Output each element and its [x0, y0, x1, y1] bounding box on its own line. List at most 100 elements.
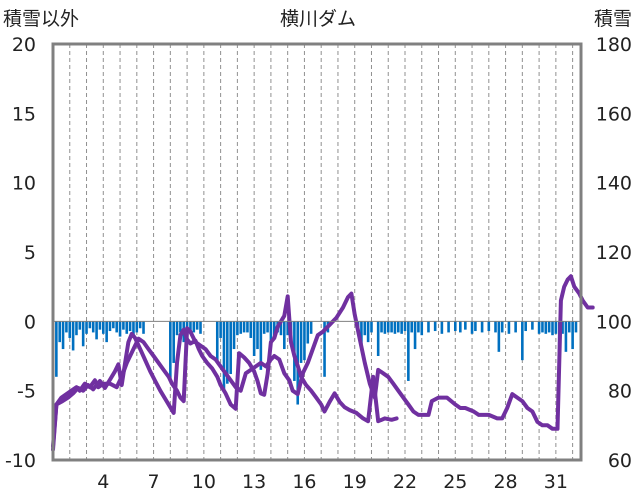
bar: [507, 321, 511, 334]
bar: [132, 321, 135, 336]
bar: [266, 321, 269, 333]
bar: [440, 321, 444, 334]
bar: [390, 321, 393, 333]
bar: [433, 321, 437, 332]
bar: [192, 321, 196, 333]
bar: [544, 321, 548, 334]
bar: [172, 321, 175, 363]
left-tick-label: 0: [24, 311, 36, 333]
bar: [229, 321, 232, 375]
bar: [383, 321, 387, 334]
bar: [309, 321, 313, 334]
bar: [561, 321, 564, 334]
x-tick-label: 10: [192, 471, 216, 493]
left-tick-label: -5: [17, 381, 36, 403]
bar: [85, 321, 88, 334]
bar: [118, 321, 122, 337]
bar: [195, 321, 199, 330]
x-tick-label: 28: [493, 471, 517, 493]
bar: [226, 321, 229, 384]
bar: [75, 321, 78, 336]
bar: [303, 321, 306, 361]
bar: [232, 321, 236, 350]
bar: [246, 321, 249, 333]
bar: [360, 321, 363, 350]
bar: [125, 321, 129, 334]
bar: [417, 321, 420, 333]
bar: [105, 321, 108, 343]
bar: [497, 321, 501, 352]
bar: [380, 321, 383, 333]
bar: [199, 321, 202, 334]
bar: [128, 321, 132, 332]
bar: [537, 321, 541, 334]
bar: [524, 321, 527, 332]
x-tick-label: 31: [544, 471, 568, 493]
bar: [175, 321, 179, 336]
bar: [242, 321, 246, 333]
bar: [521, 321, 524, 361]
bar: [115, 321, 118, 333]
bar: [138, 321, 142, 329]
bar: [55, 321, 58, 377]
bar: [252, 321, 256, 356]
bar: [283, 321, 286, 350]
bar: [547, 321, 551, 333]
bar: [88, 321, 92, 329]
bar: [81, 321, 85, 347]
bar: [447, 321, 450, 333]
bar: [306, 321, 310, 344]
bar: [135, 321, 139, 333]
bar: [470, 321, 474, 334]
bar: [453, 321, 457, 332]
plot-frame: [51, 42, 583, 462]
bar: [480, 321, 484, 333]
bar: [427, 321, 430, 333]
bar: [500, 321, 504, 333]
bar: [256, 321, 259, 350]
bar: [189, 321, 192, 334]
bar: [494, 321, 497, 333]
right-tick-label: 100: [596, 311, 632, 333]
bar: [91, 321, 95, 333]
bar: [403, 321, 407, 332]
bar: [464, 321, 467, 330]
bar: [474, 321, 477, 332]
bar: [215, 321, 219, 363]
right-tick-label: 80: [608, 381, 632, 403]
bar: [169, 321, 172, 380]
x-axis-ticks: 4 7 10 13 16 19 22 25 28 31: [97, 471, 568, 493]
vertical-grid: [69, 44, 574, 460]
left-tick-label: -10: [5, 450, 36, 472]
x-tick-label: 25: [443, 471, 467, 493]
bar: [554, 321, 558, 334]
right-tick-label: 120: [596, 242, 632, 264]
bar: [363, 321, 367, 336]
right-axis-ticks: 180 160 140 120 100 80 60: [596, 34, 632, 472]
x-tick-label: 4: [97, 471, 109, 493]
bar: [393, 321, 397, 334]
x-tick-label: 13: [242, 471, 266, 493]
bar: [98, 321, 102, 330]
bar: [514, 321, 517, 333]
left-tick-label: 5: [24, 242, 36, 264]
line-series: [51, 274, 595, 452]
bar: [65, 321, 68, 333]
bar: [286, 321, 289, 336]
series-line-1: [51, 274, 595, 452]
bar: [386, 321, 390, 333]
chart-title: 横川ダム: [280, 8, 356, 30]
bar: [571, 321, 574, 350]
bar: [541, 321, 544, 333]
bar: [366, 321, 370, 343]
bar: [95, 321, 98, 340]
x-tick-label: 19: [343, 471, 367, 493]
bar: [487, 321, 491, 332]
bar: [459, 321, 462, 333]
bar: [58, 321, 62, 343]
bar: [279, 321, 283, 336]
bar: [564, 321, 568, 352]
right-tick-label: 60: [608, 450, 632, 472]
left-tick-label: 15: [12, 103, 36, 125]
